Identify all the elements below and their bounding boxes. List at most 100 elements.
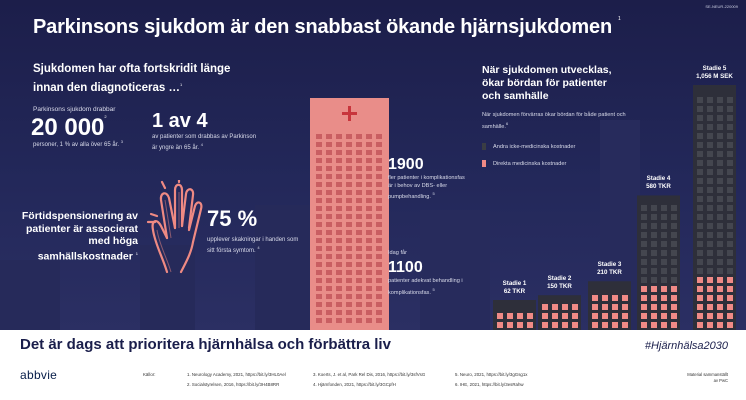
building-window (651, 313, 657, 319)
tower-window (336, 158, 342, 163)
tower-window (336, 278, 342, 283)
stat1-value: 20 0002 (31, 114, 107, 141)
stage-label: Stadie 5 1,056 M SEK (683, 65, 746, 81)
tower-window (316, 214, 322, 219)
stat1-label: Parkinsons sjukdom drabbar (33, 106, 116, 113)
tower-window (316, 190, 322, 195)
building-window (612, 313, 618, 319)
building-window (717, 169, 723, 175)
tower-window (366, 174, 372, 179)
tower-window (356, 294, 362, 299)
abbvie-logo: abbvie (20, 368, 58, 382)
building-window (592, 295, 598, 301)
building-window (661, 268, 667, 274)
building-window (527, 313, 533, 319)
building-window (707, 97, 713, 103)
tower-window (346, 174, 352, 179)
tower-window (326, 198, 332, 203)
dbs-desc: fler patienter i komplikationsfas är i b… (388, 175, 465, 200)
tower-window (346, 182, 352, 187)
tower-window (326, 302, 332, 307)
tower-window (366, 294, 372, 299)
building-window (661, 286, 667, 292)
building-window (651, 214, 657, 220)
tower-window (336, 270, 342, 275)
building-window (707, 205, 713, 211)
tower-window (336, 166, 342, 171)
building-window (572, 313, 578, 319)
tower-window (336, 262, 342, 267)
building-window (727, 160, 733, 166)
building-window (707, 214, 713, 220)
building-window (707, 142, 713, 148)
building-window (641, 232, 647, 238)
burden-title: När sjukdomen utvecklas, ökar bördan för… (482, 64, 612, 102)
building-window (717, 223, 723, 229)
tower-window (366, 230, 372, 235)
tower-window (326, 222, 332, 227)
building-window (641, 205, 647, 211)
tower-window (336, 254, 342, 259)
building-window (651, 232, 657, 238)
tower-window (326, 214, 332, 219)
tower-window (376, 270, 382, 275)
building-window (717, 277, 723, 283)
building-window (707, 133, 713, 139)
tower-window (376, 182, 382, 187)
tower-window (336, 198, 342, 203)
tower-window (316, 310, 322, 315)
building-window (697, 169, 703, 175)
tower-window (376, 158, 382, 163)
tower-window (326, 310, 332, 315)
building-window (727, 250, 733, 256)
tower-window (376, 198, 382, 203)
building-window (707, 295, 713, 301)
building-window (651, 259, 657, 265)
building-window (622, 295, 628, 301)
building-window (717, 304, 723, 310)
building-window (602, 313, 608, 319)
tower-window (336, 310, 342, 315)
building-window (697, 277, 703, 283)
building-window (717, 97, 723, 103)
tower-window (376, 134, 382, 139)
tower-window (316, 182, 322, 187)
building-window (697, 124, 703, 130)
tremor-desc: upplever skakningar i handen som sitt fö… (207, 237, 299, 254)
building-window (697, 313, 703, 319)
tower-window (336, 150, 342, 155)
tower-window (356, 238, 362, 243)
building-window (671, 259, 677, 265)
tower-window (376, 222, 382, 227)
building-window (697, 214, 703, 220)
building-window (727, 277, 733, 283)
tower-window (366, 142, 372, 147)
building-window (651, 286, 657, 292)
building-window (707, 250, 713, 256)
building-window (707, 151, 713, 157)
building-window (727, 151, 733, 157)
building-window (707, 322, 713, 328)
building-window (671, 295, 677, 301)
tower-window (346, 270, 352, 275)
tower-window (316, 318, 322, 323)
tower-window (316, 262, 322, 267)
tower-window (316, 286, 322, 291)
building-window (727, 169, 733, 175)
legend-item-medical: Direkta medicinska kostnader (482, 160, 566, 167)
tower-window (346, 294, 352, 299)
stage-label: Stadie 1 62 TKR (483, 280, 546, 296)
building-window (651, 322, 657, 328)
stage-cost: 150 TKR (547, 283, 572, 291)
building-window (542, 322, 548, 328)
building-window (707, 268, 713, 274)
building-window (562, 304, 568, 310)
tower-window (326, 270, 332, 275)
legend-swatch (482, 160, 486, 167)
tower-window (366, 134, 372, 139)
building-window (517, 322, 523, 328)
building-window (651, 250, 657, 256)
tower-window (336, 246, 342, 251)
building-window (727, 313, 733, 319)
tower-window (336, 294, 342, 299)
